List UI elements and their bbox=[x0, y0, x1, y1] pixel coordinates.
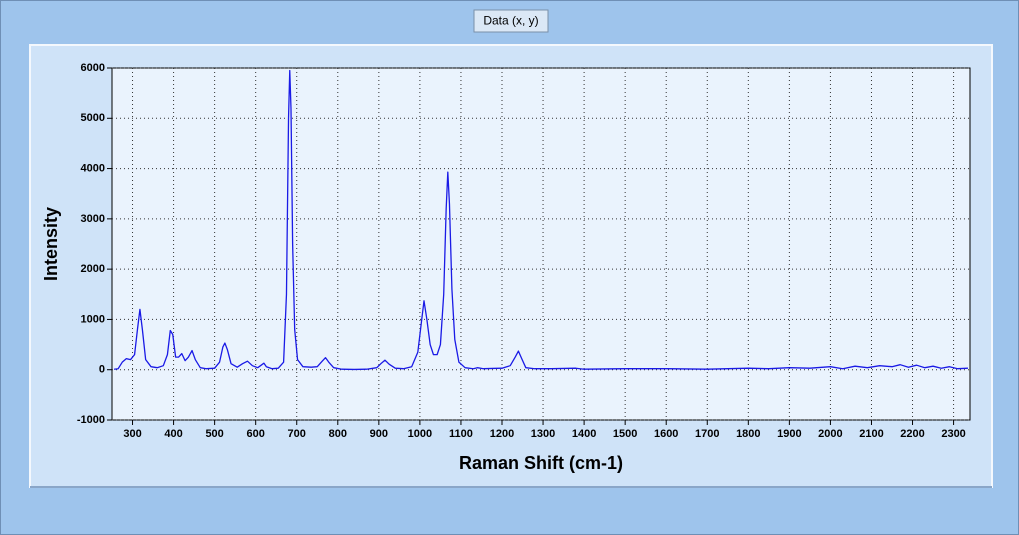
x-tick-label: 700 bbox=[288, 428, 306, 440]
x-tick-label: 1500 bbox=[613, 428, 637, 440]
x-tick-label: 2200 bbox=[900, 428, 924, 440]
x-tick-label: 2100 bbox=[859, 428, 883, 440]
spectrum-line bbox=[113, 69, 968, 371]
x-tick-label: 900 bbox=[370, 428, 388, 440]
x-tick-label: 1700 bbox=[695, 428, 719, 440]
y-tick-label: 6000 bbox=[81, 62, 105, 74]
x-tick-label: 1300 bbox=[531, 428, 555, 440]
x-tick-label: 1800 bbox=[736, 428, 760, 440]
x-tick-label: 1100 bbox=[449, 428, 473, 440]
x-tick-label: 1900 bbox=[777, 428, 801, 440]
y-tick-label: 1000 bbox=[81, 313, 105, 325]
x-tick-label: 300 bbox=[123, 428, 141, 440]
y-tick-label: 5000 bbox=[81, 112, 105, 124]
y-tick-label: 3000 bbox=[81, 213, 105, 225]
x-tick-label: 1400 bbox=[572, 428, 596, 440]
y-axis-label: Intensity bbox=[41, 207, 61, 281]
x-tick-label: 400 bbox=[164, 428, 182, 440]
x-tick-label: 2000 bbox=[818, 428, 842, 440]
chart-title: Data (x, y) bbox=[483, 14, 538, 28]
x-tick-label: 1600 bbox=[654, 428, 678, 440]
y-tick-label: 4000 bbox=[81, 162, 105, 174]
title-box bbox=[473, 9, 549, 33]
x-tick-label: 600 bbox=[247, 428, 265, 440]
x-axis-label: Raman Shift (cm-1) bbox=[459, 453, 623, 473]
x-tick-label: 800 bbox=[329, 428, 347, 440]
x-tick-label: 500 bbox=[205, 428, 223, 440]
y-tick-label: 2000 bbox=[81, 263, 105, 275]
x-tick-label: 2300 bbox=[941, 428, 965, 440]
y-tick-label: -1000 bbox=[77, 414, 105, 426]
x-tick-label: 1000 bbox=[408, 428, 432, 440]
plot-area bbox=[111, 67, 971, 421]
y-tick-label: 0 bbox=[99, 364, 105, 376]
x-tick-label: 1200 bbox=[490, 428, 514, 440]
